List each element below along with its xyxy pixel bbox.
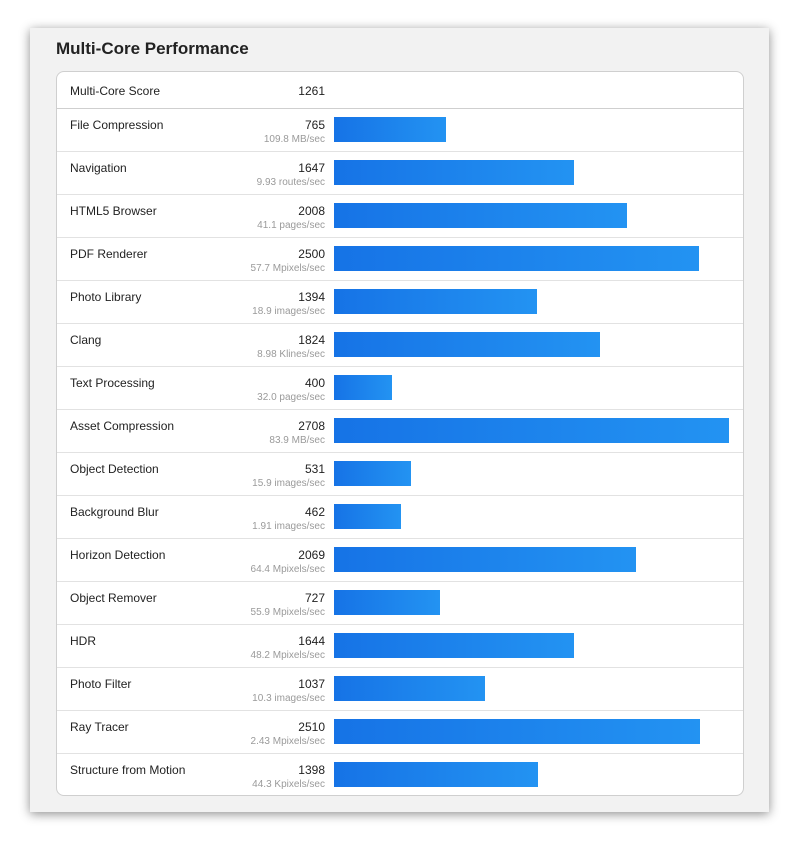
benchmark-score: 400 xyxy=(304,376,325,390)
benchmark-score: 2069 xyxy=(298,548,325,562)
benchmark-score: 2008 xyxy=(298,204,325,218)
benchmark-row: Ray Tracer 2510 2.43 Mpixels/sec xyxy=(57,711,743,754)
benchmark-row: Object Remover 727 55.9 Mpixels/sec xyxy=(57,582,743,625)
benchmark-score-bar xyxy=(334,332,600,357)
benchmark-row: Clang 1824 8.98 Klines/sec xyxy=(57,324,743,367)
benchmark-name: Object Remover xyxy=(70,591,157,605)
benchmark-throughput: 1.91 images/sec xyxy=(252,521,325,532)
benchmark-row: Photo Library 1394 18.9 images/sec xyxy=(57,281,743,324)
benchmark-throughput: 109.8 MB/sec xyxy=(263,134,325,145)
benchmark-row: Object Detection 531 15.9 images/sec xyxy=(57,453,743,496)
benchmark-score-bar xyxy=(334,375,392,400)
benchmark-row: HTML5 Browser 2008 41.1 pages/sec xyxy=(57,195,743,238)
benchmark-table: Multi-Core Score 1261 File Compression 76… xyxy=(56,71,744,796)
benchmark-score-bar xyxy=(334,246,699,271)
benchmark-score-bar xyxy=(334,203,627,228)
benchmark-row: Asset Compression 2708 83.9 MB/sec xyxy=(57,410,743,453)
benchmark-name: Navigation xyxy=(70,161,127,175)
benchmark-throughput: 18.9 images/sec xyxy=(252,306,325,317)
benchmark-rows: File Compression 765 109.8 MB/sec Navigatio… xyxy=(57,109,743,795)
benchmark-throughput: 55.9 Mpixels/sec xyxy=(250,607,325,618)
benchmark-score: 1398 xyxy=(298,763,325,777)
benchmark-score: 727 xyxy=(304,591,325,605)
panel-title: Multi-Core Performance xyxy=(56,39,249,58)
benchmark-score: 1394 xyxy=(298,290,325,304)
benchmark-name: Text Processing xyxy=(70,376,155,390)
benchmark-score-bar xyxy=(334,289,537,314)
benchmark-row: Horizon Detection 2069 64.4 Mpixels/sec xyxy=(57,539,743,582)
benchmark-score: 462 xyxy=(304,505,325,519)
benchmark-score-bar xyxy=(334,676,485,701)
benchmark-throughput: 2.43 Mpixels/sec xyxy=(250,736,325,747)
benchmark-throughput: 10.3 images/sec xyxy=(252,693,325,704)
multi-core-score-value: 1261 xyxy=(298,84,325,98)
benchmark-score: 1824 xyxy=(298,333,325,347)
benchmark-row: File Compression 765 109.8 MB/sec xyxy=(57,109,743,152)
benchmark-score: 1644 xyxy=(298,634,325,648)
benchmark-throughput: 8.98 Klines/sec xyxy=(257,349,325,360)
benchmark-name: File Compression xyxy=(70,118,164,132)
benchmark-score-bar xyxy=(334,418,729,443)
benchmark-throughput: 83.9 MB/sec xyxy=(269,435,325,446)
benchmark-name: PDF Renderer xyxy=(70,247,148,261)
benchmark-row: Navigation 1647 9.93 routes/sec xyxy=(57,152,743,195)
performance-panel: Multi-Core Performance Multi-Core Score … xyxy=(30,28,769,812)
benchmark-throughput: 48.2 Mpixels/sec xyxy=(250,650,325,661)
benchmark-row: Structure from Motion 1398 44.3 Kpixels/se… xyxy=(57,754,743,795)
benchmark-name: Background Blur xyxy=(70,505,159,519)
benchmark-name: Photo Filter xyxy=(70,677,132,691)
benchmark-score-bar xyxy=(334,461,411,486)
benchmark-throughput: 32.0 pages/sec xyxy=(257,392,325,403)
benchmark-score-bar xyxy=(334,590,440,615)
benchmark-score-bar xyxy=(334,719,700,744)
benchmark-score-bar xyxy=(334,633,574,658)
benchmark-name: Object Detection xyxy=(70,462,159,476)
benchmark-row: Background Blur 462 1.91 images/sec xyxy=(57,496,743,539)
benchmark-row: Text Processing 400 32.0 pages/sec xyxy=(57,367,743,410)
benchmark-name: Ray Tracer xyxy=(70,720,129,734)
benchmark-score-bar xyxy=(334,547,636,572)
benchmark-row: PDF Renderer 2500 57.7 Mpixels/sec xyxy=(57,238,743,281)
benchmark-score-bar xyxy=(334,504,401,529)
benchmark-throughput: 57.7 Mpixels/sec xyxy=(250,263,325,274)
benchmark-score: 765 xyxy=(304,118,325,132)
benchmark-name: HDR xyxy=(70,634,96,648)
benchmark-name: Clang xyxy=(70,333,102,347)
multi-core-score-row: Multi-Core Score 1261 xyxy=(57,72,743,109)
multi-core-score-label: Multi-Core Score xyxy=(70,84,161,98)
benchmark-score: 2500 xyxy=(298,247,325,261)
benchmark-row: HDR 1644 48.2 Mpixels/sec xyxy=(57,625,743,668)
benchmark-name: Photo Library xyxy=(70,290,142,304)
benchmark-throughput: 64.4 Mpixels/sec xyxy=(250,564,325,575)
benchmark-name: Asset Compression xyxy=(70,419,175,433)
benchmark-name: Structure from Motion xyxy=(70,763,186,777)
benchmark-row: Photo Filter 1037 10.3 images/sec xyxy=(57,668,743,711)
benchmark-score-bar xyxy=(334,160,574,185)
benchmark-score-bar xyxy=(334,117,446,142)
benchmark-score: 1647 xyxy=(298,161,325,175)
benchmark-throughput: 41.1 pages/sec xyxy=(257,220,325,231)
benchmark-score: 1037 xyxy=(298,677,325,691)
benchmark-score: 2708 xyxy=(298,419,325,433)
benchmark-score-bar xyxy=(334,762,538,787)
benchmark-name: Horizon Detection xyxy=(70,548,166,562)
benchmark-throughput: 44.3 Kpixels/sec xyxy=(252,779,325,790)
benchmark-throughput: 9.93 routes/sec xyxy=(256,177,325,188)
benchmark-name: HTML5 Browser xyxy=(70,204,157,218)
benchmark-score: 2510 xyxy=(298,720,325,734)
benchmark-score: 531 xyxy=(304,462,325,476)
benchmark-throughput: 15.9 images/sec xyxy=(252,478,325,489)
